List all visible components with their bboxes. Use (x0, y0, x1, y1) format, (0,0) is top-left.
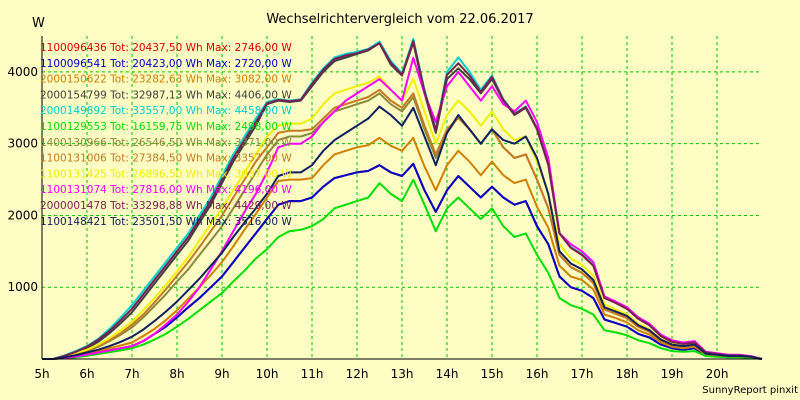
legend-entry-9: 1100131074 Tot: 27816,00 Wh Max: 4196,00… (40, 184, 292, 196)
axes (41, 36, 762, 360)
legend-entry-6: 1400130966 Tot: 26546,50 Wh Max: 3371,00… (40, 137, 292, 149)
x-tick-label: 20h (706, 367, 729, 381)
x-tick-label: 15h (481, 367, 504, 381)
x-tick-label: 9h (214, 367, 229, 381)
legend-entry-1: 1100096541 Tot: 20423,00 Wh Max: 2720,00… (40, 58, 292, 70)
x-tick-label: 6h (79, 367, 94, 381)
legend-entry-7: 1100131006 Tot: 27384,50 Wh Max: 3357,00… (40, 153, 292, 165)
legend-entry-5: 1100129553 Tot: 16159,75 Wh Max: 2498,00… (40, 121, 292, 133)
x-tick-label: 16h (526, 367, 549, 381)
legend-entry-8: 1100131425 Tot: 26896,50 Wh Max: 3937,00… (40, 168, 292, 180)
series-line-10 (42, 40, 763, 360)
legend-entry-10: 2000001478 Tot: 33298,88 Wh Max: 4429,00… (40, 200, 292, 212)
series-line-1 (42, 162, 763, 360)
x-tick-label: 11h (301, 367, 324, 381)
legend-entry-11: 1100148421 Tot: 23501,50 Wh Max: 3516,00… (40, 216, 292, 228)
y-tick-label: 4000 (7, 65, 38, 79)
legend-entry-0: 1100096436 Tot: 20437,50 Wh Max: 2746,00… (40, 42, 292, 54)
x-tick-label: 18h (616, 367, 639, 381)
y-tick-labels: 1000 2000 3000 4000 (7, 65, 38, 294)
series-line-11 (42, 105, 763, 360)
x-tick-label: 13h (391, 367, 414, 381)
legend-entry-2: 2000150622 Tot: 23282,63 Wh Max: 3082,00… (40, 74, 292, 86)
y-tick-label: 1000 (7, 280, 38, 294)
legend-entry-4: 2000149892 Tot: 33557,00 Wh Max: 4458,00… (40, 105, 292, 117)
legend-entry-3: 2000154799 Tot: 32987,13 Wh Max: 4406,00… (40, 89, 292, 101)
x-tick-labels: 5h 6h 7h 8h 9h 10h 11h 12h 13h 14h 15h 16h 17h 18h 19h… (34, 367, 728, 381)
credit-label: SunnyReport pinxit (702, 385, 798, 396)
x-tick-label: 10h (256, 367, 279, 381)
x-tick-label: 14h (436, 367, 459, 381)
chart-title: Wechselrichtervergleich vom 22.06.2017 (266, 12, 533, 27)
x-tick-label: 12h (346, 367, 369, 381)
y-tick-label: 2000 (7, 208, 38, 222)
legend: 1100096436 Tot: 20437,50 Wh Max: 2746,00… (40, 42, 292, 228)
series-line-7 (42, 88, 763, 360)
series-line-2 (42, 136, 763, 360)
x-tick-label: 7h (124, 367, 139, 381)
series-line-5 (42, 178, 763, 360)
x-tick-label: 5h (34, 367, 49, 381)
x-tick-label: 19h (661, 367, 684, 381)
x-tick-label: 8h (169, 367, 184, 381)
y-axis-unit: W (32, 16, 45, 31)
x-tick-label: 17h (571, 367, 594, 381)
y-tick-label: 3000 (7, 137, 38, 151)
series-lines (42, 38, 763, 360)
series-line-9 (42, 56, 763, 360)
